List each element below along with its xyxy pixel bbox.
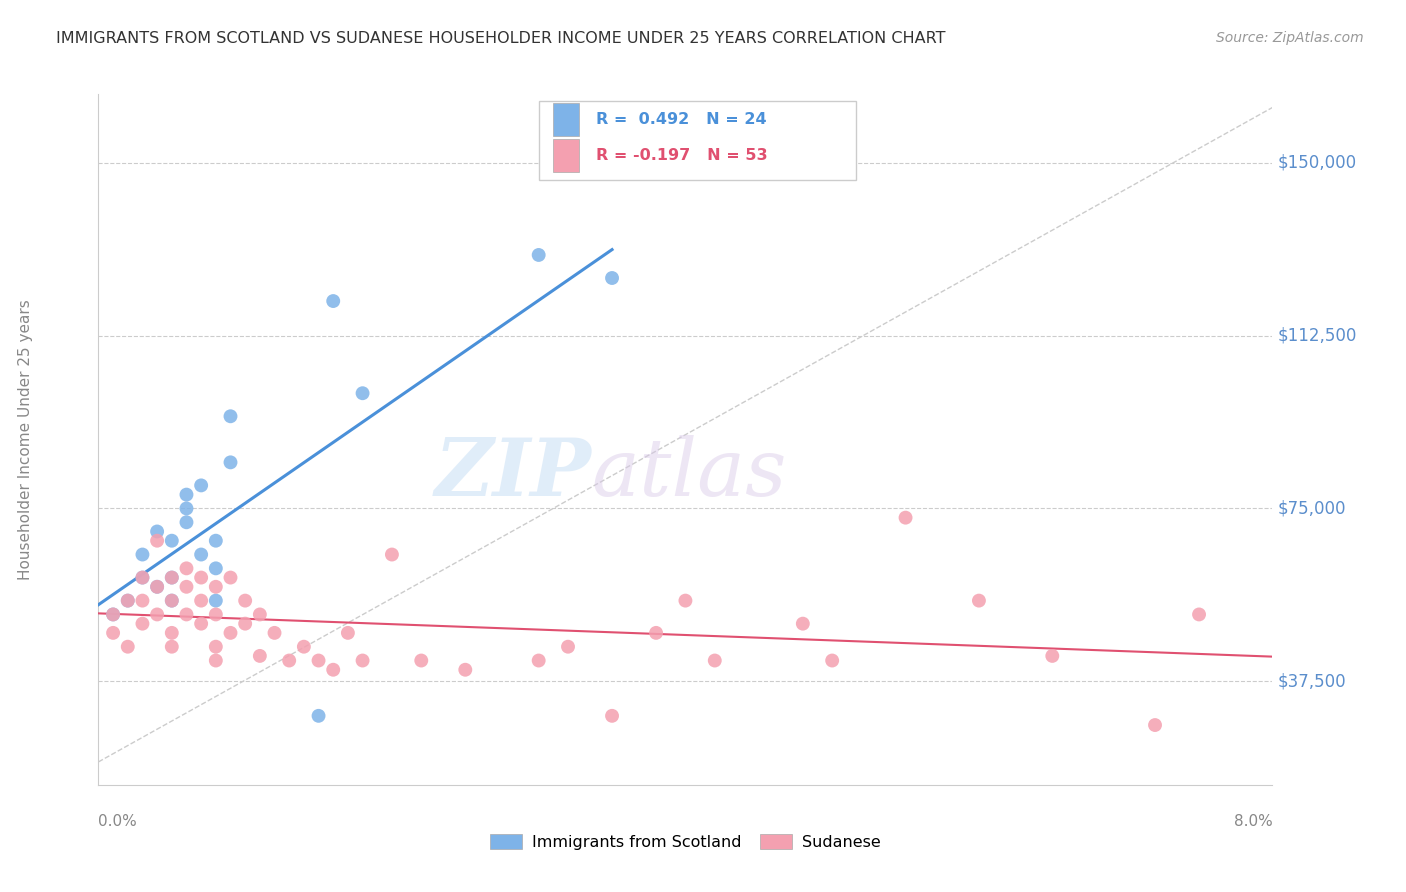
Text: R =  0.492   N = 24: R = 0.492 N = 24 xyxy=(596,112,766,128)
Point xyxy=(292,640,315,654)
Point xyxy=(792,616,814,631)
Bar xyxy=(538,101,856,180)
Point xyxy=(190,548,212,562)
Text: R = -0.197   N = 53: R = -0.197 N = 53 xyxy=(596,148,768,163)
Point xyxy=(249,648,271,663)
Point xyxy=(176,487,198,501)
Point xyxy=(675,593,697,607)
Point xyxy=(527,653,550,667)
Point xyxy=(160,593,183,607)
Point xyxy=(527,248,550,262)
Point xyxy=(101,607,124,622)
Point xyxy=(176,607,198,622)
Point xyxy=(322,663,344,677)
Point xyxy=(131,571,153,585)
Point xyxy=(308,708,330,723)
Text: $150,000: $150,000 xyxy=(1278,153,1357,172)
Point xyxy=(894,510,917,524)
Point xyxy=(160,533,183,548)
Point xyxy=(219,626,242,640)
Point xyxy=(101,626,124,640)
Point xyxy=(278,653,301,667)
Point xyxy=(352,386,374,401)
Point xyxy=(101,607,124,622)
Point xyxy=(176,516,198,530)
Point xyxy=(131,616,153,631)
Point xyxy=(219,455,242,469)
Point xyxy=(190,616,212,631)
Point xyxy=(1144,718,1167,732)
Point xyxy=(160,640,183,654)
Point xyxy=(146,607,169,622)
Text: Householder Income Under 25 years: Householder Income Under 25 years xyxy=(18,299,32,580)
Point xyxy=(381,548,404,562)
Text: $37,500: $37,500 xyxy=(1278,673,1347,690)
Point xyxy=(117,593,139,607)
Point xyxy=(160,571,183,585)
Point xyxy=(352,653,374,667)
Point xyxy=(146,580,169,594)
Point xyxy=(190,478,212,492)
Point xyxy=(160,626,183,640)
Legend: Immigrants from Scotland, Sudanese: Immigrants from Scotland, Sudanese xyxy=(484,828,887,856)
Point xyxy=(205,561,228,575)
Point xyxy=(557,640,579,654)
Point xyxy=(176,580,198,594)
Point xyxy=(205,607,228,622)
Point xyxy=(411,653,433,667)
Point xyxy=(131,571,153,585)
Point xyxy=(821,653,844,667)
Bar xyxy=(553,103,579,136)
Point xyxy=(600,708,623,723)
Point xyxy=(322,293,344,308)
Point xyxy=(131,593,153,607)
Text: ZIP: ZIP xyxy=(434,435,592,513)
Text: IMMIGRANTS FROM SCOTLAND VS SUDANESE HOUSEHOLDER INCOME UNDER 25 YEARS CORRELATI: IMMIGRANTS FROM SCOTLAND VS SUDANESE HOU… xyxy=(56,31,946,46)
Point xyxy=(645,626,668,640)
Point xyxy=(117,593,139,607)
Point xyxy=(190,571,212,585)
Point xyxy=(205,640,228,654)
Point xyxy=(176,501,198,516)
Point xyxy=(190,593,212,607)
Point xyxy=(703,653,725,667)
Point xyxy=(176,561,198,575)
Point xyxy=(249,607,271,622)
Point xyxy=(1040,648,1063,663)
Point xyxy=(205,593,228,607)
Point xyxy=(146,524,169,539)
Point xyxy=(233,593,256,607)
Point xyxy=(219,409,242,424)
Point xyxy=(600,271,623,285)
Text: 8.0%: 8.0% xyxy=(1233,814,1272,829)
Point xyxy=(146,533,169,548)
Point xyxy=(160,571,183,585)
Point xyxy=(160,593,183,607)
Point xyxy=(336,626,359,640)
Point xyxy=(205,533,228,548)
Point xyxy=(131,548,153,562)
Text: atlas: atlas xyxy=(592,435,787,513)
Text: Source: ZipAtlas.com: Source: ZipAtlas.com xyxy=(1216,31,1364,45)
Text: 0.0%: 0.0% xyxy=(98,814,138,829)
Point xyxy=(967,593,990,607)
Point xyxy=(205,580,228,594)
Text: $112,500: $112,500 xyxy=(1278,326,1357,344)
Point xyxy=(205,653,228,667)
Point xyxy=(308,653,330,667)
Point xyxy=(146,580,169,594)
Point xyxy=(117,640,139,654)
Point xyxy=(233,616,256,631)
Text: $75,000: $75,000 xyxy=(1278,500,1347,517)
Point xyxy=(263,626,285,640)
Bar xyxy=(553,139,579,172)
Point xyxy=(219,571,242,585)
Point xyxy=(1188,607,1211,622)
Point xyxy=(454,663,477,677)
